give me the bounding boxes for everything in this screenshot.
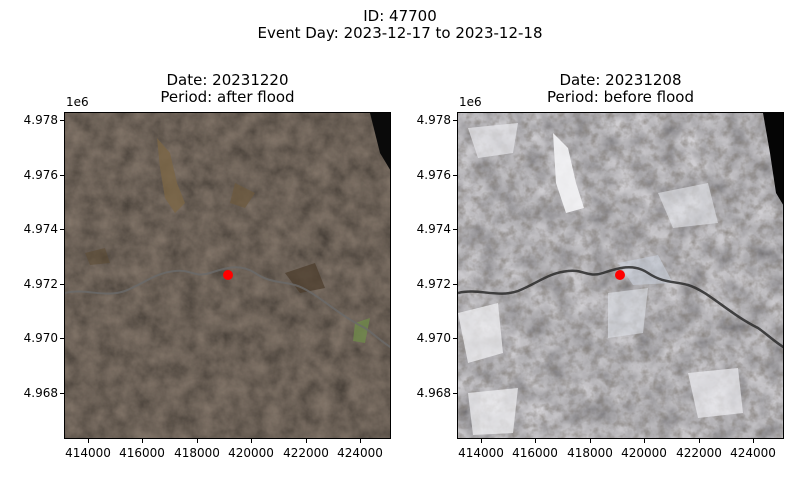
right-x-tick-mark	[481, 439, 482, 443]
right-panel-date-title: Date: 20231208	[559, 71, 682, 89]
right-y-tick-mark	[453, 120, 457, 121]
right-x-tick: 420000	[621, 446, 667, 460]
left-y-tick-mark	[60, 229, 64, 230]
left-x-tick: 420000	[228, 446, 274, 460]
left-y-tick-mark	[60, 393, 64, 394]
left-location-marker	[223, 270, 233, 280]
left-panel-satellite-image	[64, 112, 391, 439]
right-x-tick-mark	[753, 439, 754, 443]
right-y-tick-mark	[453, 229, 457, 230]
left-x-tick-mark	[88, 439, 89, 443]
left-panel-date-title: Date: 20231220	[166, 71, 289, 89]
left-y-tick: 4.978	[23, 113, 58, 127]
left-x-tick: 414000	[65, 446, 111, 460]
right-y-tick: 4.970	[416, 331, 451, 345]
right-x-tick: 422000	[676, 446, 722, 460]
after-flood-image	[65, 113, 390, 438]
left-panel-y-offset: 1e6	[66, 95, 89, 109]
right-y-tick: 4.968	[416, 386, 451, 400]
left-y-tick: 4.972	[23, 277, 58, 291]
right-location-marker	[615, 270, 625, 280]
right-y-tick: 4.974	[416, 222, 451, 236]
left-x-tick: 424000	[337, 446, 383, 460]
right-y-tick-mark	[453, 338, 457, 339]
left-y-tick: 4.968	[23, 386, 58, 400]
right-x-tick: 424000	[730, 446, 776, 460]
right-panel-period-title: Period: before flood	[547, 88, 694, 106]
left-y-tick-mark	[60, 338, 64, 339]
left-x-tick: 418000	[174, 446, 220, 460]
left-panel-period-title: Period: after flood	[160, 88, 295, 106]
figure-title-id: ID: 47700	[363, 7, 437, 25]
left-y-tick: 4.976	[23, 168, 58, 182]
right-y-tick: 4.976	[416, 168, 451, 182]
right-x-tick-mark	[590, 439, 591, 443]
right-x-tick: 416000	[512, 446, 558, 460]
left-x-tick-mark	[142, 439, 143, 443]
right-y-tick: 4.978	[416, 113, 451, 127]
left-y-tick-mark	[60, 120, 64, 121]
right-panel-y-offset: 1e6	[459, 95, 482, 109]
left-x-tick-mark	[197, 439, 198, 443]
left-x-tick: 422000	[283, 446, 329, 460]
left-x-tick-mark	[251, 439, 252, 443]
left-y-tick-mark	[60, 175, 64, 176]
right-y-tick-mark	[453, 393, 457, 394]
right-x-tick-mark	[644, 439, 645, 443]
left-x-tick-mark	[306, 439, 307, 443]
right-x-tick-mark	[699, 439, 700, 443]
left-x-tick: 416000	[119, 446, 165, 460]
right-x-tick: 414000	[458, 446, 504, 460]
right-y-tick: 4.972	[416, 277, 451, 291]
left-y-tick: 4.974	[23, 222, 58, 236]
figure-title-event: Event Day: 2023-12-17 to 2023-12-18	[257, 24, 543, 42]
left-x-tick-mark	[360, 439, 361, 443]
right-x-tick: 418000	[567, 446, 613, 460]
right-y-tick-mark	[453, 175, 457, 176]
left-y-tick: 4.970	[23, 331, 58, 345]
left-y-tick-mark	[60, 284, 64, 285]
right-x-tick-mark	[535, 439, 536, 443]
right-y-tick-mark	[453, 284, 457, 285]
